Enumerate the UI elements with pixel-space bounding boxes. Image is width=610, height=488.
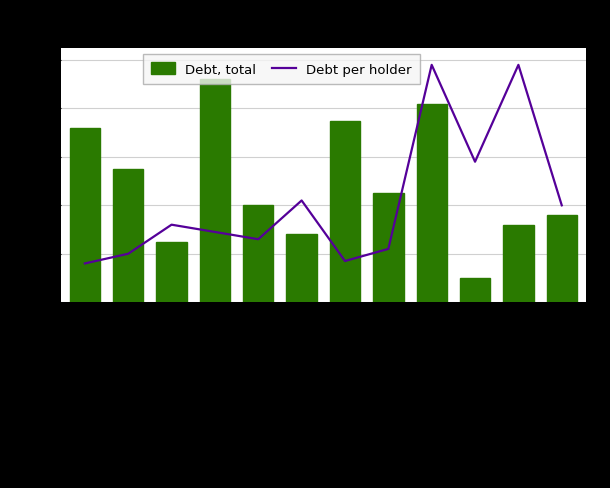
Bar (199, 80, 230, 303)
Bar (113, 170, 143, 303)
Bar (547, 216, 577, 303)
Legend: Debt, total, Debt per holder: Debt, total, Debt per holder (143, 55, 420, 84)
Bar (503, 225, 534, 303)
Bar (287, 235, 317, 303)
Bar (156, 242, 187, 303)
Bar (330, 122, 360, 303)
Bar (243, 206, 273, 303)
Bar (70, 128, 100, 303)
Bar (417, 104, 447, 303)
Bar (460, 278, 490, 303)
Bar (373, 194, 403, 303)
